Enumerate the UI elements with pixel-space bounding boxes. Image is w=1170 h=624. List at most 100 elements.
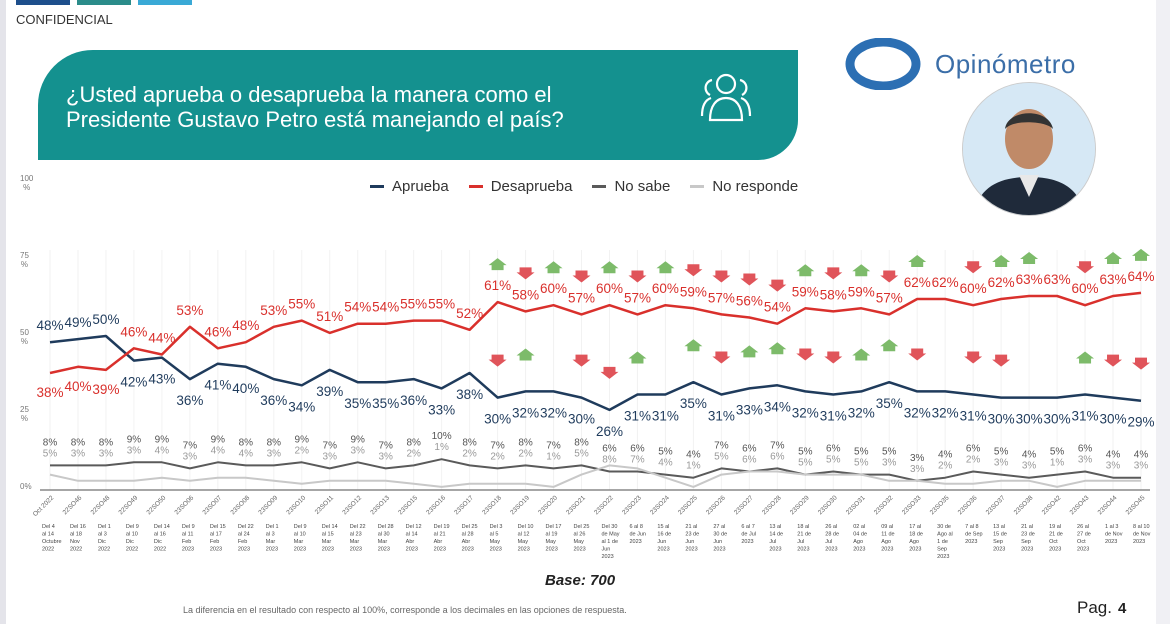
data-label-no-responde: 1% (434, 442, 449, 453)
x-tick-date-line: Abr (434, 539, 443, 545)
x-tick-date: 13 al 14 de Jul 2023 (769, 524, 783, 553)
x-tick-date: 27 al 30 de Jun 2023 (713, 524, 727, 553)
x-tick-date-line: Mar (322, 539, 332, 545)
data-label-no-sabe: 10% (432, 431, 452, 442)
x-tick-date-line: 21 de (1049, 532, 1063, 538)
x-tick-date-line: Del 25 (462, 524, 478, 530)
legend-swatch (592, 185, 607, 188)
x-tick-date: Del 16 al 18 Nov 2022 (70, 524, 86, 553)
arrow-down-icon (768, 279, 787, 292)
arrow-down-icon (824, 267, 843, 280)
x-tick-date-line: al 14 (42, 532, 54, 538)
data-label-no-responde: 5% (43, 448, 58, 459)
x-tick-date-line: 2023 (825, 547, 837, 553)
data-label-no-sabe: 4% (1134, 450, 1149, 461)
x-tick-date-line: de Jul (741, 532, 756, 538)
x-tick-date-line: 1 al 3 (1105, 524, 1118, 530)
x-tick-date-line: 14 de (769, 532, 783, 538)
data-label-no-responde: 3% (127, 445, 142, 456)
x-tick-date-line: 2023 (406, 547, 418, 553)
arrow-up-icon (1076, 351, 1095, 364)
x-tick-date-line: 23 de (1021, 532, 1035, 538)
x-tick-date-line: 8 al 10 (1133, 524, 1150, 530)
president-photo (962, 82, 1096, 216)
data-label-aprueba: 32% (792, 405, 819, 420)
x-tick-date-line: Del 16 (70, 524, 86, 530)
data-label-desaprueba: 57% (708, 290, 735, 305)
x-tick-date-line: Del 9 (126, 524, 139, 530)
x-tick-date: 7 al 8 de Sep 2023 (965, 524, 982, 545)
scrollbar[interactable] (1156, 0, 1170, 624)
data-label-no-sabe: 8% (99, 437, 114, 448)
arrow-down-icon (712, 351, 731, 364)
x-tick-date: 02 al 04 de Ago 2023 (853, 524, 867, 553)
data-label-aprueba: 32% (932, 405, 959, 420)
data-label-no-responde: 3% (350, 445, 365, 456)
x-tick-date-line: 15 al (657, 524, 669, 530)
arrow-down-icon (824, 351, 843, 364)
data-label-no-responde: 4% (155, 445, 170, 456)
data-label-desaprueba: 59% (848, 284, 875, 299)
legend-no-responde: No responde (690, 178, 798, 195)
data-label-no-sabe: 7% (490, 440, 505, 451)
data-label-aprueba: 43% (148, 372, 175, 387)
data-label-aprueba: 33% (428, 402, 455, 417)
data-label-aprueba: 26% (596, 424, 623, 439)
x-tick-date-line: 16 de (657, 532, 671, 538)
legend-swatch (370, 185, 384, 188)
data-label-desaprueba: 58% (512, 287, 539, 302)
x-tick-date-line: Del 4 (42, 524, 55, 530)
x-tick-code: 23SO06 (173, 494, 195, 516)
x-tick-date-line: May (546, 539, 557, 545)
data-label-aprueba: 39% (316, 384, 343, 399)
x-tick-date-line: al 5 (490, 532, 499, 538)
arrow-up-icon (796, 264, 815, 277)
x-tick-date-line: 2023 (294, 547, 306, 553)
data-label-no-sabe: 7% (714, 440, 729, 451)
data-label-no-sabe: 8% (43, 437, 58, 448)
x-tick-date-line: Ago (881, 539, 891, 545)
x-tick-code: 23SO37 (985, 494, 1007, 516)
data-label-aprueba: 35% (876, 396, 903, 411)
x-tick-date-line: May (574, 539, 585, 545)
page-number: 4 (1117, 600, 1127, 617)
data-label-no-sabe: 3% (910, 453, 925, 464)
data-label-desaprueba: 62% (932, 275, 959, 290)
x-tick-date-line: 04 de (853, 532, 867, 538)
data-label-no-sabe: 7% (323, 440, 338, 451)
data-label-no-responde: 5% (714, 451, 729, 462)
arrow-down-icon (964, 351, 983, 364)
x-tick-code: 23SO28 (761, 494, 783, 516)
x-tick-date-line: Del 25 (574, 524, 590, 530)
x-tick-date-line: 2023 (601, 554, 613, 560)
arrow-up-icon (908, 255, 927, 268)
x-tick-date-line: al 17 (210, 532, 222, 538)
data-label-aprueba: 30% (1016, 412, 1043, 427)
data-label-aprueba: 32% (904, 405, 931, 420)
x-tick-date-line: Del 28 (378, 524, 394, 530)
x-tick-date: Del 19 al 21 Abr 2023 (434, 524, 450, 553)
x-tick-date-line: Feb (238, 539, 247, 545)
legend-label: No sabe (614, 178, 671, 195)
x-tick-date-line: al 10 (126, 532, 138, 538)
x-tick-date-line: Jun (685, 539, 694, 545)
data-label-no-sabe: 7% (770, 440, 785, 451)
x-tick-date-line: Oct (1077, 539, 1086, 545)
data-label-no-sabe: 4% (938, 450, 953, 461)
data-label-no-responde: 8% (602, 455, 617, 466)
x-tick-date-line: Jun (657, 539, 666, 545)
x-tick-date-line: 30 de (713, 532, 727, 538)
x-tick-date-line: 13 al (993, 524, 1005, 530)
data-label-no-sabe: 5% (882, 447, 897, 458)
data-label-no-sabe: 9% (350, 434, 365, 445)
x-tick-date-line: 2023 (909, 547, 921, 553)
data-label-aprueba: 35% (680, 396, 707, 411)
legend-no-sabe: No sabe (592, 178, 670, 195)
data-label-desaprueba: 44% (148, 330, 175, 345)
x-tick-date: Del 14 al 16 Dic 2022 (154, 524, 170, 553)
x-tick-date-line: Sep (1021, 539, 1031, 545)
x-tick-date-line: Ago (909, 539, 919, 545)
arrow-up-icon (600, 261, 619, 274)
data-label-aprueba: 29% (1127, 415, 1154, 430)
